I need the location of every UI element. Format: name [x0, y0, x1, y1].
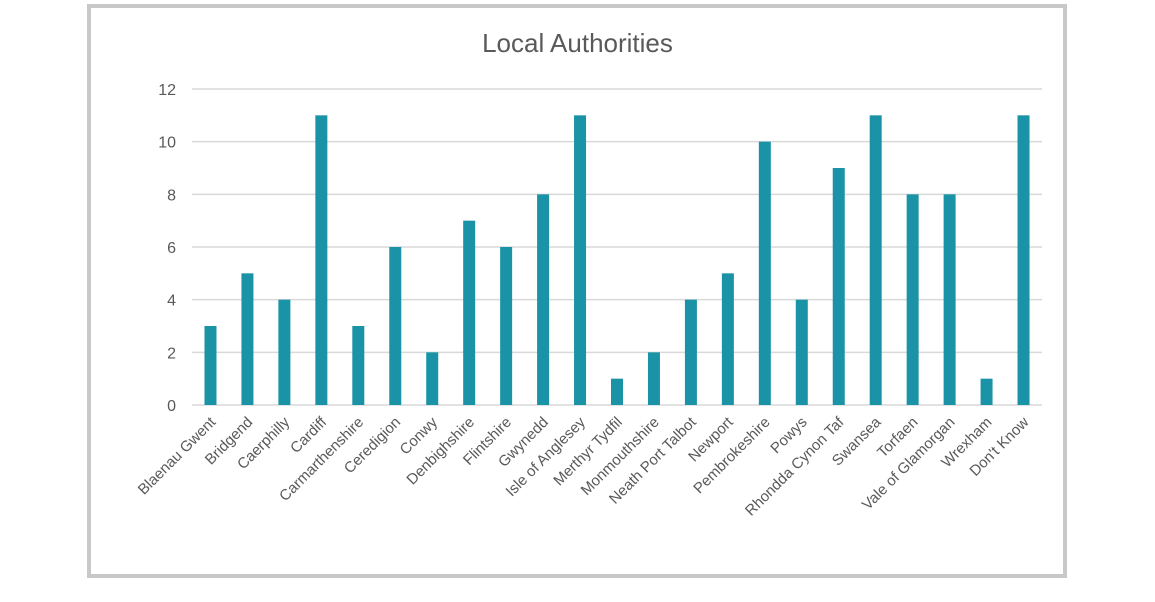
bar [278, 299, 291, 405]
bar [463, 220, 476, 405]
bar [241, 273, 254, 405]
bar [869, 115, 882, 405]
bar [721, 273, 734, 405]
bar [315, 115, 328, 405]
bar [832, 168, 845, 405]
bar [758, 141, 771, 405]
bar [389, 247, 402, 405]
bar [574, 115, 587, 405]
bar [537, 194, 550, 405]
y-tick-label: 0 [167, 398, 176, 415]
bar [684, 299, 697, 405]
y-tick-label: 2 [167, 345, 176, 362]
bar [1017, 115, 1030, 405]
bar [647, 352, 660, 405]
bar [795, 299, 808, 405]
chart-title: Local Authorities [482, 28, 673, 58]
y-tick-label: 4 [167, 293, 176, 310]
bar [204, 326, 217, 405]
y-tick-label: 12 [158, 82, 176, 99]
bar [906, 194, 919, 405]
bar [611, 378, 623, 405]
bar [352, 326, 365, 405]
y-tick-label: 6 [167, 240, 176, 257]
bar [943, 194, 956, 405]
y-tick-label: 8 [167, 187, 176, 204]
bar [980, 378, 993, 405]
bar [500, 247, 513, 405]
y-tick-label: 10 [158, 135, 176, 152]
bar [426, 352, 439, 405]
